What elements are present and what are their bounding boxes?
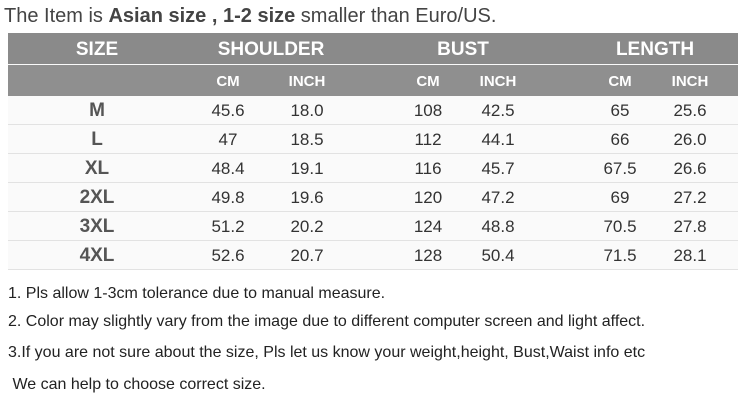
row-separator [8,153,738,154]
title: The Item is Asian size , 1-2 size smalle… [4,5,496,28]
unit-header: CM [608,73,632,90]
measurement: 26.0 [673,130,707,149]
subheader-band [8,65,738,96]
measurement: 124 [413,217,443,236]
group-header: BUST [437,39,489,60]
measurement: 19.6 [290,188,324,207]
title-text: The Item is [4,5,109,27]
group-header: SHOULDER [217,39,325,60]
measurement: 128 [413,246,443,265]
measurement: 69 [610,188,630,207]
row-separator [8,269,738,270]
size-label: L [91,129,103,150]
size-label: 3XL [79,216,115,237]
measurement: 47 [218,130,238,149]
measurement: 52.6 [211,246,245,265]
note: 3.If you are not sure about the size, Pl… [8,344,646,361]
title-bold: Asian size , 1-2 size [108,5,296,27]
unit-header: INCH [671,73,709,90]
measurement: 42.5 [481,101,515,120]
measurement: 27.8 [673,217,707,236]
measurement: 120 [413,188,443,207]
unit-header: INCH [288,73,326,90]
row-separator [8,124,738,125]
group-header: LENGTH [615,39,695,60]
measurement: 48.8 [481,217,515,236]
size-label: 2XL [79,187,115,208]
measurement: 45.7 [481,159,515,178]
measurement: 70.5 [603,217,637,236]
note: We can help to choose correct size. [8,376,266,393]
measurement: 112 [414,130,442,149]
note: 1. Pls allow 1-3cm tolerance due to manu… [8,285,386,302]
measurement: 28.1 [673,246,707,265]
size-label: 4XL [79,245,115,266]
measurement: 65 [610,101,630,120]
size-label: M [89,100,105,121]
unit-header: INCH [479,73,517,90]
measurement: 20.2 [290,217,324,236]
measurement: 66 [610,130,630,149]
measurement: 25.6 [673,101,707,120]
title-text: smaller than Euro/US. [295,5,497,27]
group-header: SIZE [75,39,119,60]
measurement: 18.0 [290,101,324,120]
unit-header: CM [416,73,440,90]
measurement: 116 [414,159,442,178]
note: 2. Color may slightly vary from the imag… [8,313,646,330]
unit-header: CM [216,73,240,90]
size-label: XL [84,158,110,179]
row-separator [8,182,738,183]
measurement: 67.5 [603,159,637,178]
measurement: 71.5 [603,246,637,265]
measurement: 45.6 [211,101,245,120]
header-band [8,33,738,64]
measurement: 49.8 [211,188,245,207]
measurement: 50.4 [481,246,515,265]
measurement: 26.6 [673,159,707,178]
measurement: 27.2 [673,188,707,207]
size-table: SIZE SHOULDER BUST LENGTH CM INCH CM INCH CM INCH… [8,33,738,270]
measurement: 18.5 [290,130,324,149]
measurement: 44.1 [481,130,515,149]
measurement: 48.4 [211,159,245,178]
row-separator [8,211,738,212]
measurement: 108 [413,101,443,120]
measurement: 51.2 [211,217,245,236]
row-separator [8,240,738,241]
measurement: 20.7 [290,246,324,265]
measurement: 19.1 [290,159,324,178]
measurement: 47.2 [481,188,515,207]
